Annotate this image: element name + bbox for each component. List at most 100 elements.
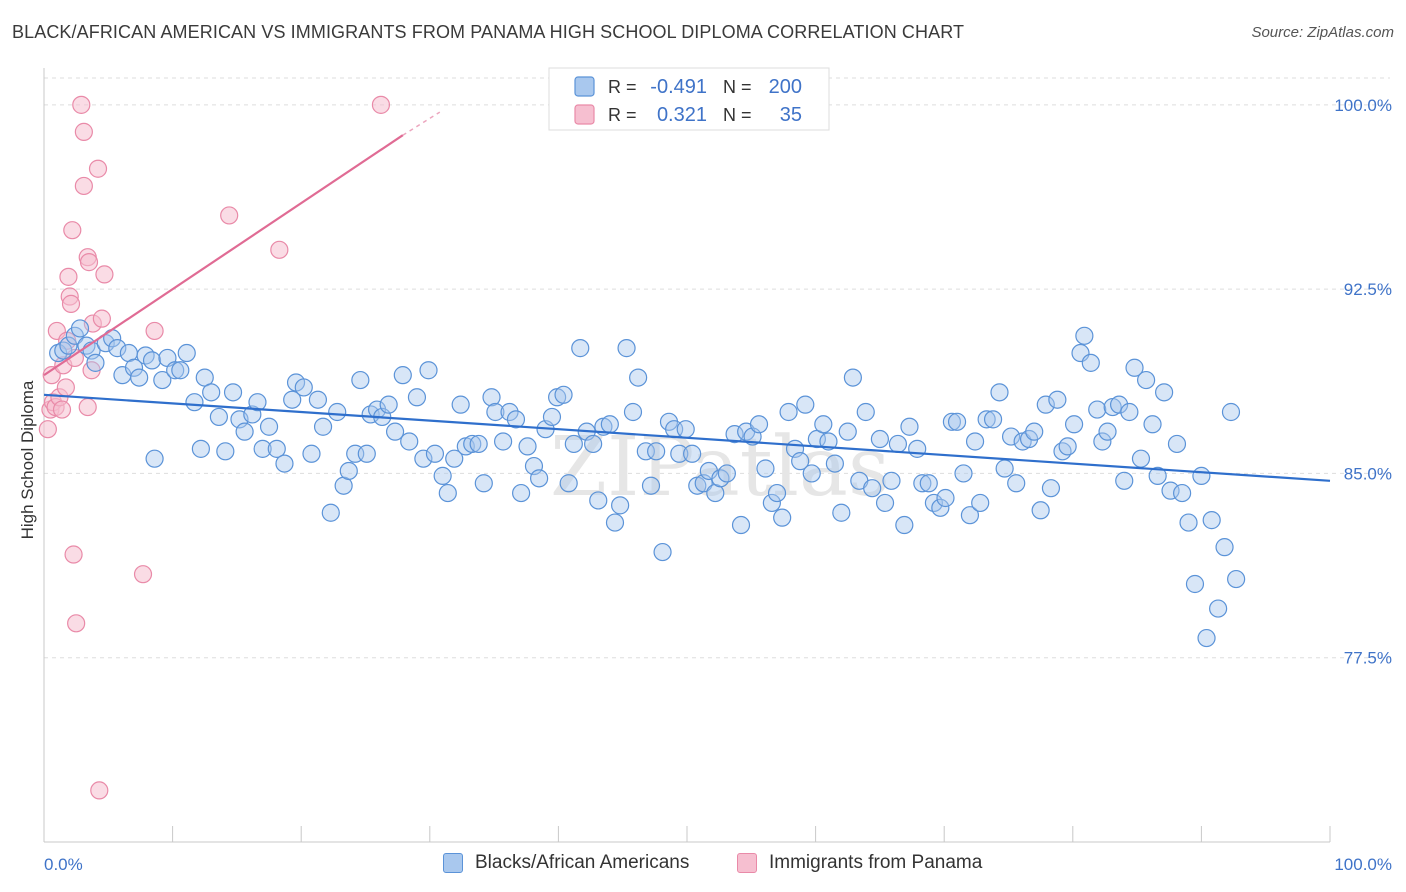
black-point <box>900 417 919 436</box>
black-point <box>600 415 619 434</box>
black-point <box>1161 481 1180 500</box>
panama-point <box>95 265 114 284</box>
axes <box>43 68 1331 843</box>
black-point <box>1221 402 1241 422</box>
black-point <box>259 417 279 436</box>
black-point <box>611 496 630 515</box>
panama-point <box>67 614 86 633</box>
black-point <box>683 444 702 463</box>
black-point <box>584 434 603 454</box>
black-point <box>571 339 590 358</box>
grid-lines <box>44 77 1390 659</box>
black-point <box>518 437 537 456</box>
legend-item-blacks: Blacks/African Americans <box>443 852 689 874</box>
black-point <box>629 368 648 387</box>
black-point <box>419 361 438 380</box>
black-point <box>843 368 862 387</box>
legend-swatch-blue <box>443 853 463 873</box>
black-point <box>1197 628 1216 648</box>
stats-legend: R = -0.491 N = 200 R = 0.321 N = 35 <box>548 67 830 131</box>
black-point <box>294 378 313 397</box>
black-point <box>108 339 127 358</box>
black-point <box>482 388 501 407</box>
trend-line-blacks <box>43 393 1331 482</box>
black-point <box>725 425 744 444</box>
black-point <box>185 393 204 412</box>
y-tick-label: 100.0% <box>1334 96 1392 115</box>
black-point <box>142 351 162 370</box>
panama-point <box>59 267 78 286</box>
black-point <box>512 483 531 503</box>
black-point <box>977 410 996 429</box>
black-point <box>942 412 962 431</box>
black-point <box>756 459 775 478</box>
black-point <box>339 461 358 481</box>
trend-line-panama-ext <box>402 111 441 136</box>
source-label: Source: ZipAtlas.com <box>1251 24 1394 41</box>
panama-point <box>133 565 153 584</box>
black-point <box>960 506 980 525</box>
black-point <box>605 513 625 532</box>
legend-n-value: 200 <box>769 76 802 98</box>
black-point <box>494 432 513 451</box>
y-tick-label: 92.5% <box>1344 280 1392 299</box>
black-point <box>191 439 210 458</box>
black-point <box>1007 474 1026 493</box>
black-point <box>351 370 370 390</box>
black-point <box>888 434 908 454</box>
black-point <box>947 412 967 431</box>
black-point <box>623 402 643 422</box>
black-point <box>407 388 427 407</box>
series-panama-points <box>38 95 391 800</box>
black-point <box>54 341 73 360</box>
black-point <box>1148 466 1167 485</box>
black-point <box>641 476 661 495</box>
x-tick-label-start: 0.0% <box>44 855 83 874</box>
black-point <box>500 402 519 422</box>
black-point <box>357 444 376 463</box>
black-point <box>856 402 875 422</box>
black-point <box>931 498 950 517</box>
black-point <box>1093 432 1112 451</box>
black-point <box>559 474 578 493</box>
black-point <box>589 491 608 510</box>
panama-point <box>92 309 111 328</box>
panama-point <box>61 294 81 313</box>
legend-swatch <box>574 104 595 125</box>
y-tick-label: 85.0% <box>1344 464 1392 483</box>
black-point <box>762 493 781 513</box>
black-point <box>983 410 1003 429</box>
black-point <box>564 434 583 454</box>
black-point <box>819 432 838 451</box>
black-point <box>379 395 398 414</box>
black-point <box>1001 427 1021 446</box>
panama-point <box>88 159 108 178</box>
bottom-legend: Blacks/African Americans Immigrants from… <box>0 852 1406 878</box>
black-point <box>1053 442 1072 461</box>
black-point <box>995 459 1014 478</box>
black-point <box>308 390 328 409</box>
black-point <box>908 439 927 458</box>
black-point <box>749 415 769 434</box>
black-point <box>1088 400 1107 419</box>
black-point <box>1115 471 1134 490</box>
legend-r-value: 0.321 <box>657 104 707 126</box>
panama-point <box>52 400 72 419</box>
black-point <box>253 439 272 458</box>
black-point <box>171 361 190 380</box>
black-point <box>875 493 895 513</box>
black-point <box>647 442 666 461</box>
black-point <box>275 454 294 473</box>
black-point <box>283 390 302 409</box>
legend-item-panama: Immigrants from Panama <box>737 852 982 874</box>
black-point <box>802 464 821 483</box>
black-point <box>451 395 470 414</box>
black-point <box>779 402 798 422</box>
black-point <box>1209 599 1228 618</box>
black-point <box>913 474 932 493</box>
x-tick-label-end: 100.0% <box>1334 855 1392 874</box>
black-point <box>445 449 464 468</box>
black-point <box>882 471 901 490</box>
black-point <box>895 515 914 535</box>
panama-point <box>56 378 75 397</box>
